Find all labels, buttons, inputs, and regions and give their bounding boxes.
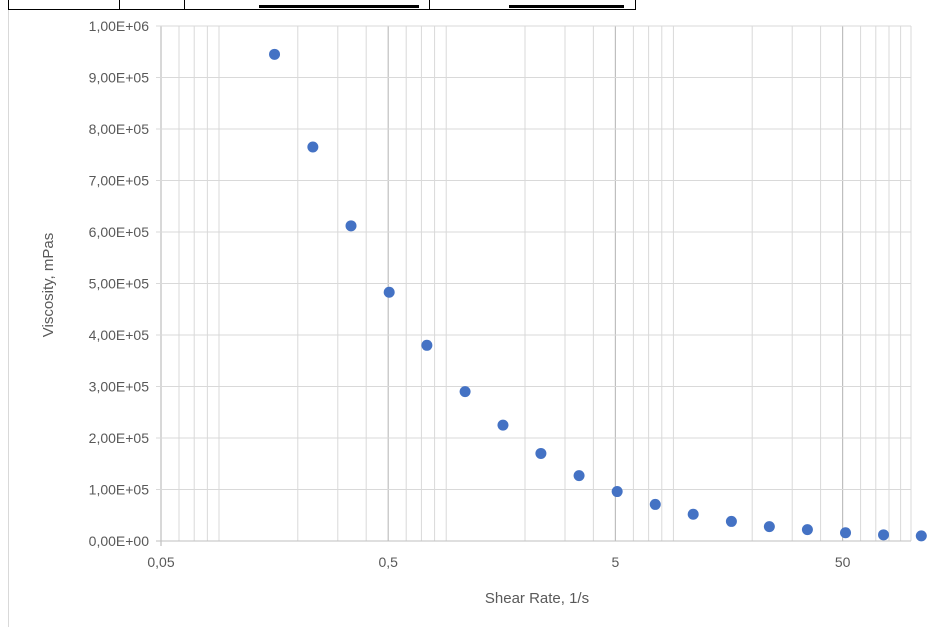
data-points	[269, 48, 927, 542]
table-cell-mark	[509, 5, 624, 8]
y-tick-label: 7,00E+05	[89, 173, 150, 189]
data-point	[763, 521, 775, 533]
data-point	[840, 527, 852, 539]
data-point	[269, 48, 281, 60]
data-point	[535, 447, 547, 459]
data-point	[878, 529, 890, 541]
y-tick-label: 2,00E+05	[89, 430, 150, 446]
y-tick-label: 3,00E+05	[89, 379, 150, 395]
y-tick-label: 4,00E+05	[89, 327, 150, 343]
data-point	[573, 470, 585, 482]
data-point	[649, 498, 661, 510]
data-point	[345, 220, 357, 232]
y-tick-label: 1,00E+05	[89, 482, 150, 498]
data-point	[801, 524, 813, 536]
table-border-strip	[8, 0, 636, 10]
x-tick-label: 0,5	[378, 554, 398, 570]
table-cell-divider	[119, 0, 120, 9]
data-point	[459, 386, 471, 398]
data-point	[915, 530, 927, 542]
x-axis-label: Shear Rate, 1/s	[485, 590, 589, 607]
chart-area: 0,00E+00 1,00E+05 2,00E+05 3,00E+05 4,00E+05…	[8, 10, 936, 627]
y-tick-label: 8,00E+05	[89, 121, 150, 137]
x-tick-label: 5	[612, 554, 620, 570]
y-tick-label: 1,00E+06	[89, 18, 150, 34]
data-point	[725, 515, 737, 527]
data-point	[421, 339, 433, 351]
x-tick-labels: 0,05 0,5 5 50	[147, 554, 850, 570]
scatter-chart: 0,00E+00 1,00E+05 2,00E+05 3,00E+05 4,00E+05…	[40, 18, 927, 607]
y-tick-labels: 0,00E+00 1,00E+05 2,00E+05 3,00E+05 4,00E+05…	[89, 18, 150, 549]
y-tick-label: 0,00E+00	[89, 533, 150, 549]
data-point	[687, 508, 699, 520]
data-point	[307, 141, 319, 153]
data-point	[497, 419, 509, 431]
y-axis-label: Viscosity, mPas	[40, 233, 57, 337]
y-tick-label: 6,00E+05	[89, 224, 150, 240]
data-point	[611, 486, 623, 498]
table-cell-divider	[184, 0, 185, 9]
grid	[156, 25, 912, 546]
x-tick-label: 0,05	[147, 554, 174, 570]
y-tick-label: 5,00E+05	[89, 276, 150, 292]
x-tick-label: 50	[835, 554, 851, 570]
y-tick-label: 9,00E+05	[89, 70, 150, 86]
table-cell-divider	[429, 0, 430, 9]
data-point	[383, 286, 395, 298]
table-cell-mark	[259, 5, 419, 8]
